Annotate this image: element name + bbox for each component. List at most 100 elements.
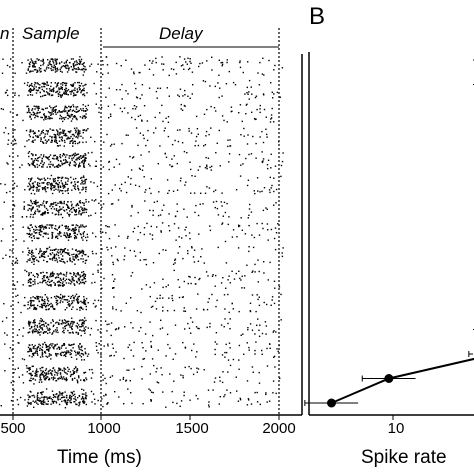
spike-dot: [239, 277, 241, 280]
spike-dot: [63, 250, 65, 252]
spike-dot: [251, 329, 254, 331]
spike-dot: [75, 205, 77, 207]
spike-dot: [32, 186, 34, 189]
spike-dot: [37, 274, 39, 276]
spike-dot: [179, 180, 182, 182]
spike-dot: [53, 89, 55, 92]
spike-dot: [68, 228, 70, 231]
spike-dot: [156, 226, 158, 228]
spike-dot: [77, 134, 79, 136]
spike-dot: [82, 226, 84, 228]
spike-dot: [75, 331, 78, 334]
spike-dot: [73, 372, 75, 375]
spike-dot: [215, 152, 217, 154]
spike-dot: [166, 87, 168, 89]
spike-dot: [114, 278, 116, 280]
spike-dot: [66, 301, 69, 303]
spike-dot: [51, 377, 53, 379]
spike-dot: [141, 120, 143, 122]
spike-dot: [68, 213, 70, 216]
spike-dot: [60, 235, 62, 237]
spike-dot: [36, 71, 38, 73]
spike-dot: [167, 192, 169, 194]
spike-dot: [32, 370, 34, 373]
spike-dot: [51, 111, 53, 113]
spike-dot: [172, 263, 175, 265]
spike-dot: [50, 224, 52, 226]
spike-dot: [214, 353, 216, 356]
spike-dot: [37, 282, 39, 285]
spike-dot: [217, 82, 219, 84]
spike-dot: [72, 373, 74, 376]
spike-dot: [41, 328, 43, 330]
spike-dot: [100, 354, 102, 356]
spike-dot: [46, 356, 49, 358]
spike-dot: [52, 332, 54, 334]
spike-dot: [51, 129, 53, 131]
spike-dot: [35, 373, 37, 376]
spike-dot: [71, 133, 74, 136]
spike-dot: [56, 343, 58, 345]
spike-dot: [32, 70, 34, 72]
spike-dot: [104, 320, 107, 322]
spike-dot: [58, 110, 60, 112]
spike-dot: [82, 131, 84, 134]
spike-dot: [226, 59, 228, 61]
spike-dot: [28, 236, 31, 238]
spike-dot: [84, 262, 87, 264]
spike-dot: [70, 208, 72, 211]
spike-dot: [41, 116, 43, 119]
spike-dot: [83, 159, 86, 161]
spike-dot: [215, 305, 217, 308]
spike-dot: [189, 60, 191, 63]
spike-dot: [129, 249, 131, 252]
spike-dot: [39, 325, 41, 327]
spike-dot: [32, 280, 34, 283]
spike-dot: [78, 348, 80, 350]
spike-dot: [64, 399, 66, 401]
spike-dot: [34, 158, 37, 160]
spike-dot: [7, 143, 9, 145]
spike-dot: [58, 87, 60, 89]
spike-dot: [29, 396, 31, 398]
spike-dot: [6, 89, 8, 91]
spike-dot: [165, 355, 167, 357]
spike-dot: [60, 139, 63, 141]
spike-dot: [4, 183, 6, 186]
spike-dot: [61, 249, 63, 251]
spike-dot: [85, 326, 87, 328]
spike-dot: [40, 154, 42, 156]
spike-dot: [49, 90, 51, 92]
spike-dot: [53, 257, 56, 259]
spike-dot: [59, 185, 62, 187]
spike-dot: [54, 225, 57, 227]
spike-dot: [68, 236, 71, 238]
spike-dot: [82, 258, 84, 260]
spike-dot: [183, 150, 186, 153]
spike-dot: [56, 111, 59, 114]
spike-dot: [182, 377, 184, 379]
spike-dot: [55, 138, 57, 140]
spike-dot: [10, 225, 12, 227]
spike-dot: [72, 332, 74, 334]
spike-dot: [27, 303, 29, 306]
spike-dot: [216, 207, 219, 210]
spike-dot: [83, 162, 85, 164]
spike-dot: [57, 281, 59, 283]
spike-dot: [36, 90, 39, 92]
spike-dot: [63, 92, 65, 94]
spike-dot: [55, 235, 57, 238]
spike-dot: [192, 84, 194, 86]
spike-dot: [28, 155, 30, 158]
spike-dot: [77, 185, 79, 187]
spike-dot: [59, 284, 62, 287]
spike-dot: [87, 104, 89, 107]
spike-dot: [41, 130, 43, 133]
spike-dot: [21, 216, 23, 218]
spike-dot: [52, 378, 54, 381]
spike-dot: [82, 353, 84, 355]
spike-dot: [30, 88, 32, 91]
spike-dot: [41, 403, 43, 405]
spike-dot: [57, 394, 60, 397]
spike-dot: [55, 402, 58, 404]
